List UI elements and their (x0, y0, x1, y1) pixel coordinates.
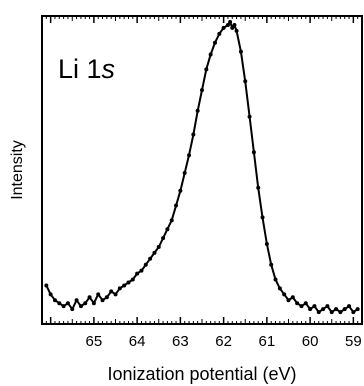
x-axis-label: Ionization potential (eV) (107, 364, 296, 384)
data-point (308, 307, 313, 312)
data-point (96, 292, 101, 297)
data-point (347, 304, 352, 309)
data-point (325, 304, 330, 309)
data-point (316, 310, 321, 315)
data-point (52, 298, 57, 303)
data-point (143, 262, 148, 267)
x-tick-label: 64 (129, 333, 146, 350)
y-axis-label: Intensity (9, 140, 26, 200)
data-point (78, 304, 83, 309)
data-point (290, 295, 295, 300)
data-point (74, 298, 79, 303)
data-point (139, 268, 144, 273)
data-point (126, 280, 131, 285)
data-point (113, 292, 118, 297)
data-point (342, 307, 347, 312)
data-point (174, 203, 179, 208)
data-point (217, 31, 222, 36)
data-point (355, 307, 360, 312)
data-point (247, 114, 252, 119)
data-point (351, 310, 356, 315)
data-point (269, 262, 274, 267)
data-point (251, 150, 256, 155)
data-point (204, 67, 209, 72)
x-tick-label: 61 (259, 333, 276, 350)
x-tick-label: 65 (86, 333, 103, 350)
data-point (135, 271, 140, 276)
data-point (70, 307, 75, 312)
data-point (321, 307, 326, 312)
data-point (100, 298, 105, 303)
data-point (87, 295, 92, 300)
data-point (195, 108, 200, 113)
x-tick-labels: 65 64 63 62 61 60 59 (86, 333, 362, 350)
data-point (238, 49, 243, 54)
data-point (228, 20, 233, 24)
x-tick-label: 60 (302, 333, 319, 350)
data-point (61, 304, 66, 309)
data-point (200, 88, 204, 93)
data-point (234, 28, 239, 33)
data-point (44, 283, 49, 288)
data-point (187, 153, 192, 158)
data-point (260, 215, 265, 220)
data-point (273, 277, 278, 282)
data-point (299, 304, 304, 309)
data-point (104, 295, 109, 300)
data-point (243, 79, 248, 84)
x-tick-label: 62 (215, 333, 232, 350)
data-point (161, 236, 166, 241)
data-point (338, 310, 343, 315)
data-point (221, 25, 226, 30)
x-ticks (41, 16, 363, 324)
data-point (130, 277, 135, 282)
data-point (178, 188, 183, 193)
data-point (83, 301, 88, 306)
data-point (57, 301, 62, 306)
data-point (282, 292, 287, 297)
x-tick-label: 63 (172, 333, 189, 350)
data-point (303, 301, 308, 306)
data-point (277, 286, 282, 291)
annotation-label: Li 1s (58, 54, 115, 84)
x-tick-label: 59 (345, 333, 362, 350)
data-point (191, 132, 196, 137)
data-point (264, 242, 269, 246)
data-point (117, 286, 122, 291)
data-point (152, 250, 157, 255)
data-point (148, 256, 153, 261)
data-point (182, 170, 187, 175)
data-point (65, 301, 70, 306)
data-point (295, 301, 300, 306)
data-point (230, 25, 235, 30)
data-point (232, 22, 237, 27)
data-point (225, 22, 230, 27)
data-point (286, 298, 291, 303)
annotation-italic: s (102, 54, 116, 84)
data-points (44, 20, 360, 315)
data-point (312, 304, 317, 309)
data-point (91, 301, 96, 306)
data-point (212, 40, 217, 45)
data-point (165, 227, 170, 232)
data-point (256, 185, 261, 190)
data-point (169, 218, 174, 223)
annotation-main: Li 1 (58, 54, 102, 84)
data-point (329, 310, 334, 315)
data-point (109, 289, 114, 294)
data-point (208, 52, 213, 57)
data-point (48, 292, 53, 297)
data-point (334, 307, 339, 312)
data-point (122, 283, 127, 288)
data-point (156, 244, 161, 249)
